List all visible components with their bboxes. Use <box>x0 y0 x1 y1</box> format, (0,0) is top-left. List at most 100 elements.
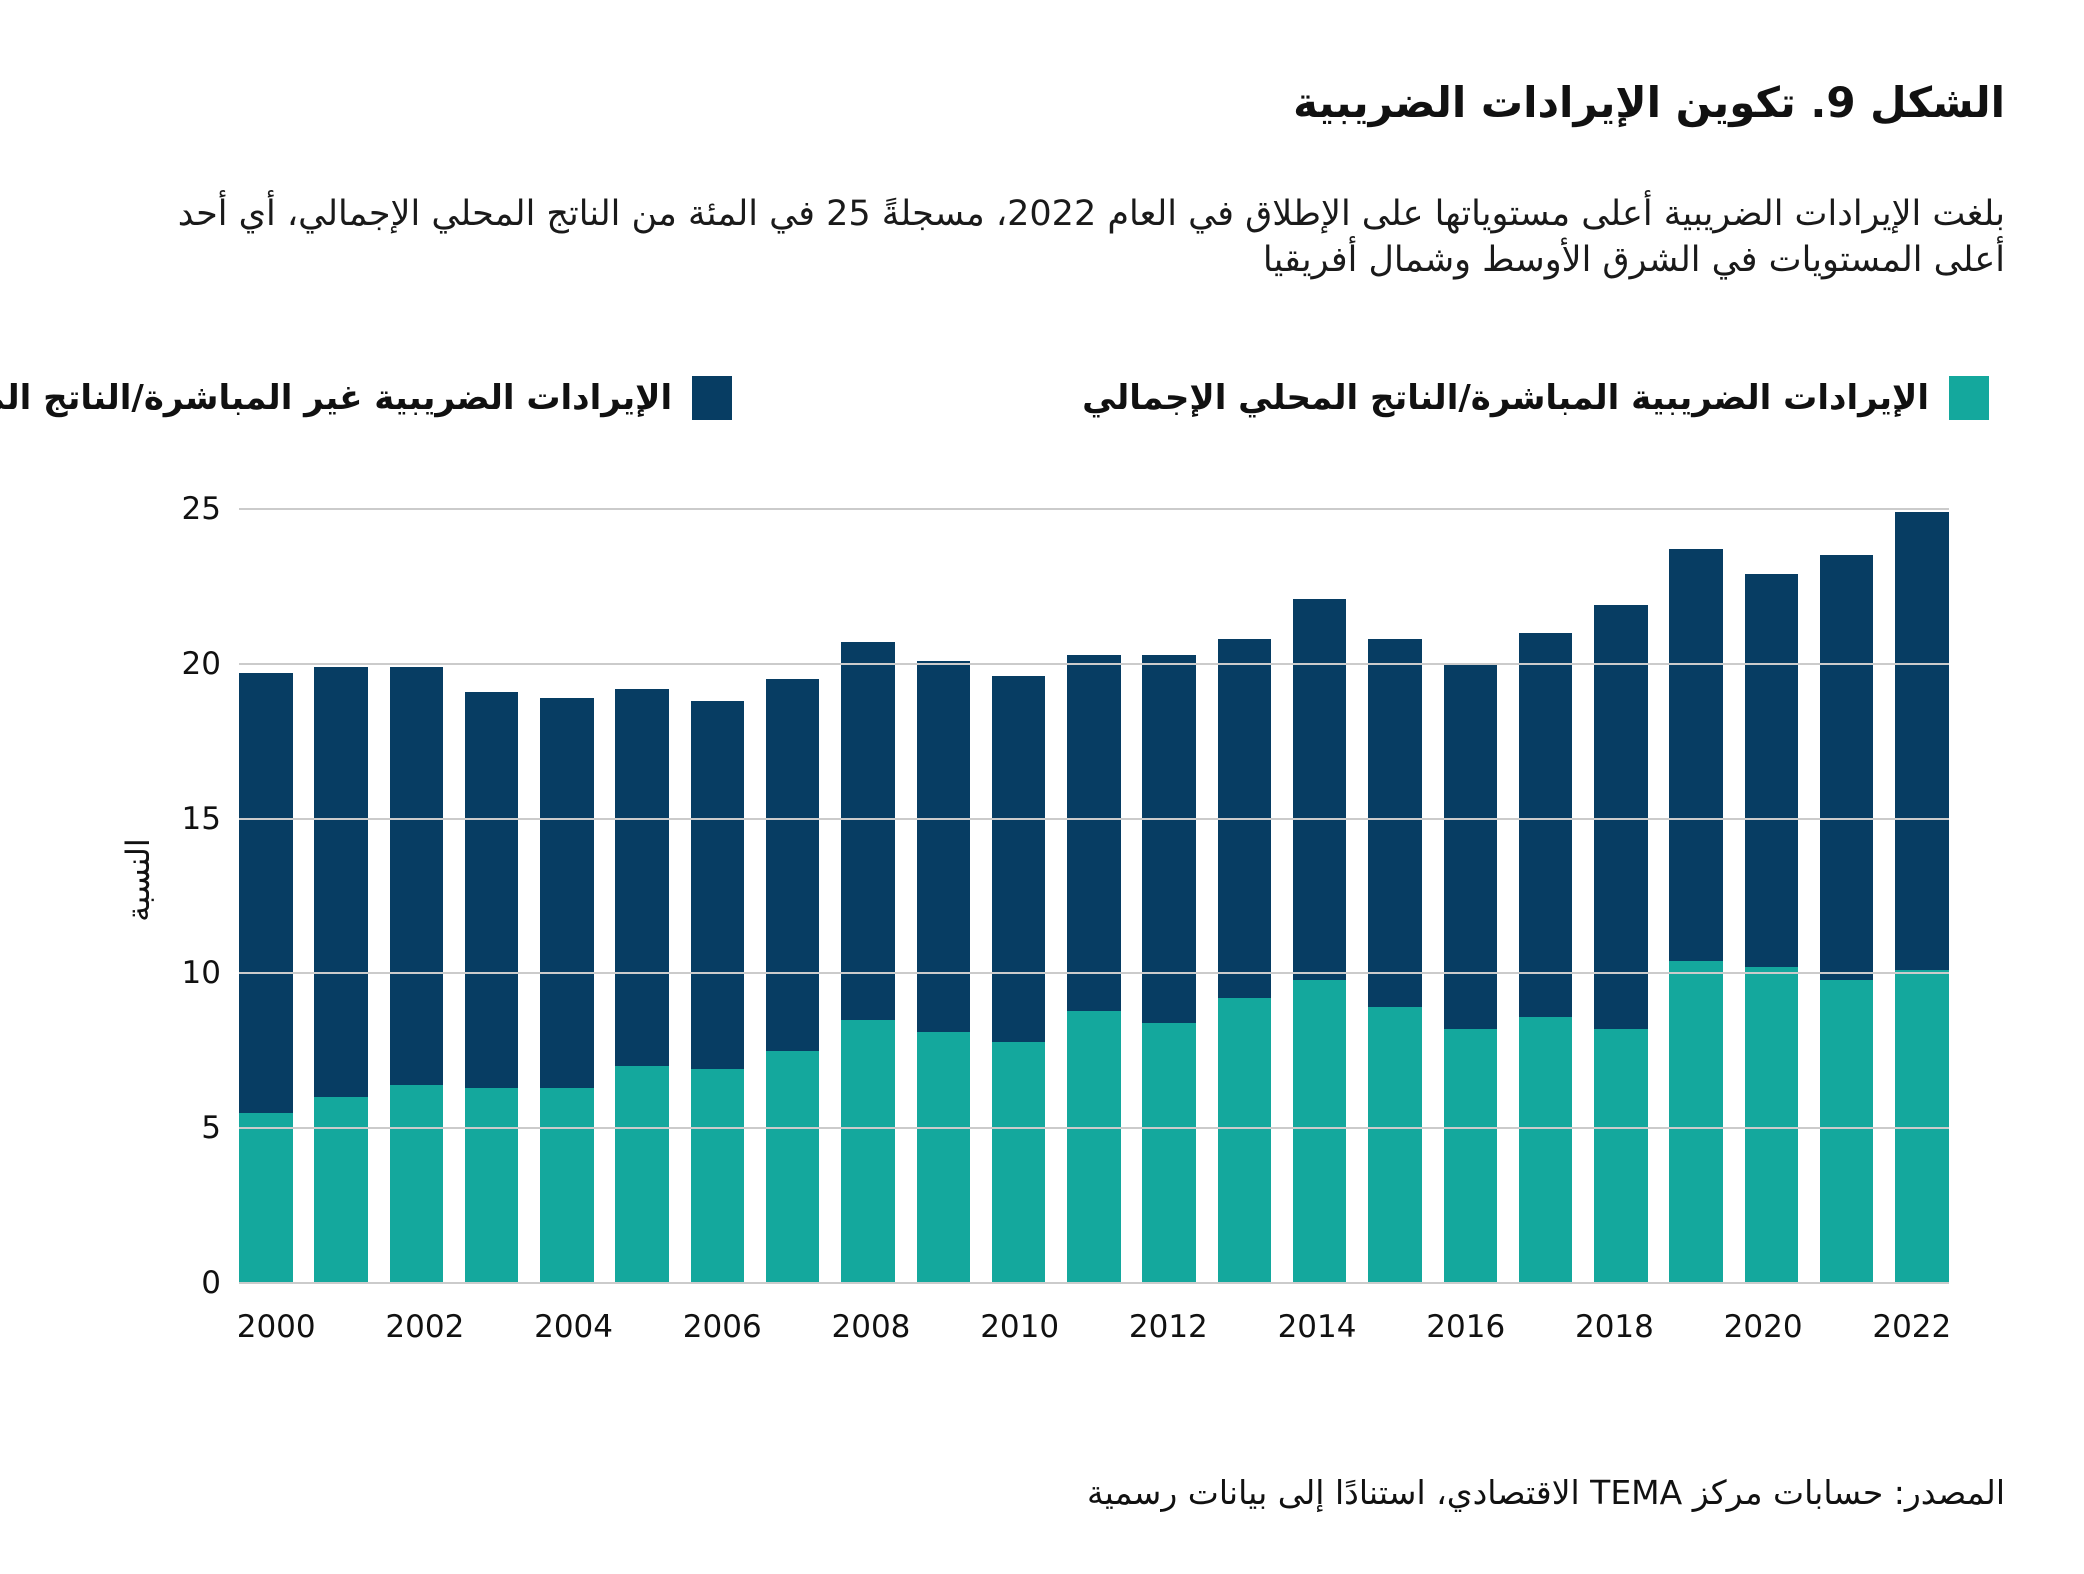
legend-item-direct: الإيرادات الضريبية المباشرة/الناتج المحل… <box>1083 376 1990 420</box>
bar-2022-indirect <box>1896 512 1950 971</box>
bar-2012-direct <box>1143 1022 1197 1283</box>
bar-2016-direct <box>1444 1029 1499 1283</box>
y-tick-label-0: 0 <box>202 1265 222 1301</box>
bar-2001 <box>315 509 369 1283</box>
bar-2021-direct <box>1820 979 1875 1283</box>
bar-2006-direct <box>691 1069 746 1283</box>
source-note: المصدر: حسابات مركز TEMA الاقتصادي، استن… <box>1087 1473 2006 1512</box>
bar-2018-indirect <box>1595 605 1649 1030</box>
gridline-5 <box>240 1127 1950 1130</box>
bar-2004 <box>541 509 595 1283</box>
bar-2019 <box>1670 509 1724 1283</box>
bar-2018-direct <box>1595 1029 1649 1283</box>
x-tick-label-2022: 2022 <box>1873 1309 1953 1345</box>
bar-2002 <box>390 509 445 1283</box>
gridline-20 <box>240 662 1950 665</box>
x-tick-label-2002: 2002 <box>386 1309 466 1345</box>
bar-2000 <box>240 509 294 1283</box>
plot-area: 0 5 10 15 20 25 2000 2002 2004 2006 2008 2010 2012 20… <box>183 491 1953 1345</box>
y-tick-label-5: 5 <box>202 1110 222 1147</box>
bar-2019-indirect <box>1670 549 1724 962</box>
bar-2006 <box>691 509 746 1283</box>
bar-2017-indirect <box>1519 632 1574 1017</box>
bar-2007 <box>766 509 821 1283</box>
legend-label-indirect: الإيرادات الضريبية غير المباشرة/الناتج ا… <box>0 378 674 418</box>
bar-2019-direct <box>1670 961 1724 1283</box>
bar-2002-indirect <box>390 666 445 1085</box>
bar-2011 <box>1068 509 1122 1283</box>
bar-2012 <box>1143 509 1197 1283</box>
bar-2018 <box>1595 509 1649 1283</box>
x-tick-label-2000: 2000 <box>237 1309 317 1345</box>
bar-2000-indirect <box>240 673 294 1113</box>
legend-label-direct: الإيرادات الضريبية المباشرة/الناتج المحل… <box>1083 378 1930 418</box>
x-tick-label-2004: 2004 <box>535 1309 615 1345</box>
bar-2015 <box>1369 509 1423 1283</box>
bar-2009 <box>917 509 972 1283</box>
x-tick-label-2010: 2010 <box>981 1309 1061 1345</box>
bar-2003-direct <box>465 1087 520 1283</box>
gridline-0 <box>240 1282 1950 1284</box>
bar-2009-indirect <box>917 660 972 1033</box>
bar-2012-indirect <box>1143 654 1197 1023</box>
gridline-25 <box>240 508 1950 510</box>
bar-2022-direct <box>1896 970 1950 1283</box>
bar-2007-direct <box>766 1050 821 1283</box>
bar-2010 <box>992 509 1047 1283</box>
bar-2014-direct <box>1293 979 1348 1283</box>
bar-2007-indirect <box>766 679 821 1051</box>
bar-2003 <box>465 509 520 1283</box>
bar-2017-direct <box>1519 1016 1574 1283</box>
bar-2014 <box>1293 509 1348 1283</box>
y-tick-label-10: 10 <box>182 955 222 992</box>
chart-legend: الإيرادات الضريبية المباشرة/الناتج المحل… <box>0 376 1990 420</box>
bar-2022 <box>1896 509 1950 1283</box>
y-tick-label-25: 25 <box>182 491 222 527</box>
figure-title: الشكل 9. تكوين الإيرادات الضريبية <box>1294 78 2006 128</box>
bars-container <box>240 509 1950 1283</box>
bar-2006-indirect <box>691 700 746 1070</box>
bar-2020-direct <box>1745 967 1800 1283</box>
bar-2005-indirect <box>616 688 670 1067</box>
bar-2020 <box>1745 509 1800 1283</box>
bar-2005 <box>616 509 670 1283</box>
bar-2003-indirect <box>465 691 520 1088</box>
bar-2013-direct <box>1218 998 1273 1283</box>
bar-2008-direct <box>842 1019 896 1283</box>
bar-2004-indirect <box>541 697 595 1088</box>
x-tick-label-2012: 2012 <box>1129 1309 1209 1345</box>
legend-item-indirect: الإيرادات الضريبية غير المباشرة/الناتج ا… <box>0 376 734 420</box>
gridline-15 <box>240 817 1950 820</box>
bar-2014-indirect <box>1293 598 1348 980</box>
bar-2017 <box>1519 509 1574 1283</box>
x-tick-label-2008: 2008 <box>832 1309 912 1345</box>
bar-2005-direct <box>616 1066 670 1283</box>
bar-2015-indirect <box>1369 639 1423 1008</box>
x-tick-label-2016: 2016 <box>1427 1309 1507 1345</box>
x-tick-label-2014: 2014 <box>1278 1309 1358 1345</box>
y-tick-label-20: 20 <box>182 645 222 682</box>
y-axis-title: النسبة <box>120 838 158 922</box>
bar-2016 <box>1444 509 1499 1283</box>
bar-2015-direct <box>1369 1007 1423 1283</box>
legend-swatch-direct <box>1950 376 1990 420</box>
x-tick-label-2020: 2020 <box>1724 1309 1804 1345</box>
y-tick-label-15: 15 <box>182 800 222 837</box>
bar-2004-direct <box>541 1087 595 1283</box>
bar-2008 <box>842 509 896 1283</box>
bar-2021 <box>1820 509 1875 1283</box>
gridline-10 <box>240 972 1950 975</box>
figure-subtitle: بلغت الإيرادات الضريبية أعلى مستوياتها ع… <box>178 194 2006 281</box>
bar-2021-indirect <box>1820 555 1875 980</box>
bar-2009-direct <box>917 1032 972 1283</box>
bar-2008-indirect <box>842 642 896 1020</box>
bar-2013 <box>1218 509 1273 1283</box>
bar-2010-direct <box>992 1041 1047 1283</box>
bar-2002-direct <box>390 1084 445 1283</box>
legend-swatch-indirect <box>693 376 734 420</box>
bar-2001-indirect <box>315 666 369 1098</box>
bar-2011-indirect <box>1068 654 1122 1011</box>
bar-2010-indirect <box>992 676 1047 1042</box>
bar-2016-indirect <box>1444 663 1499 1030</box>
